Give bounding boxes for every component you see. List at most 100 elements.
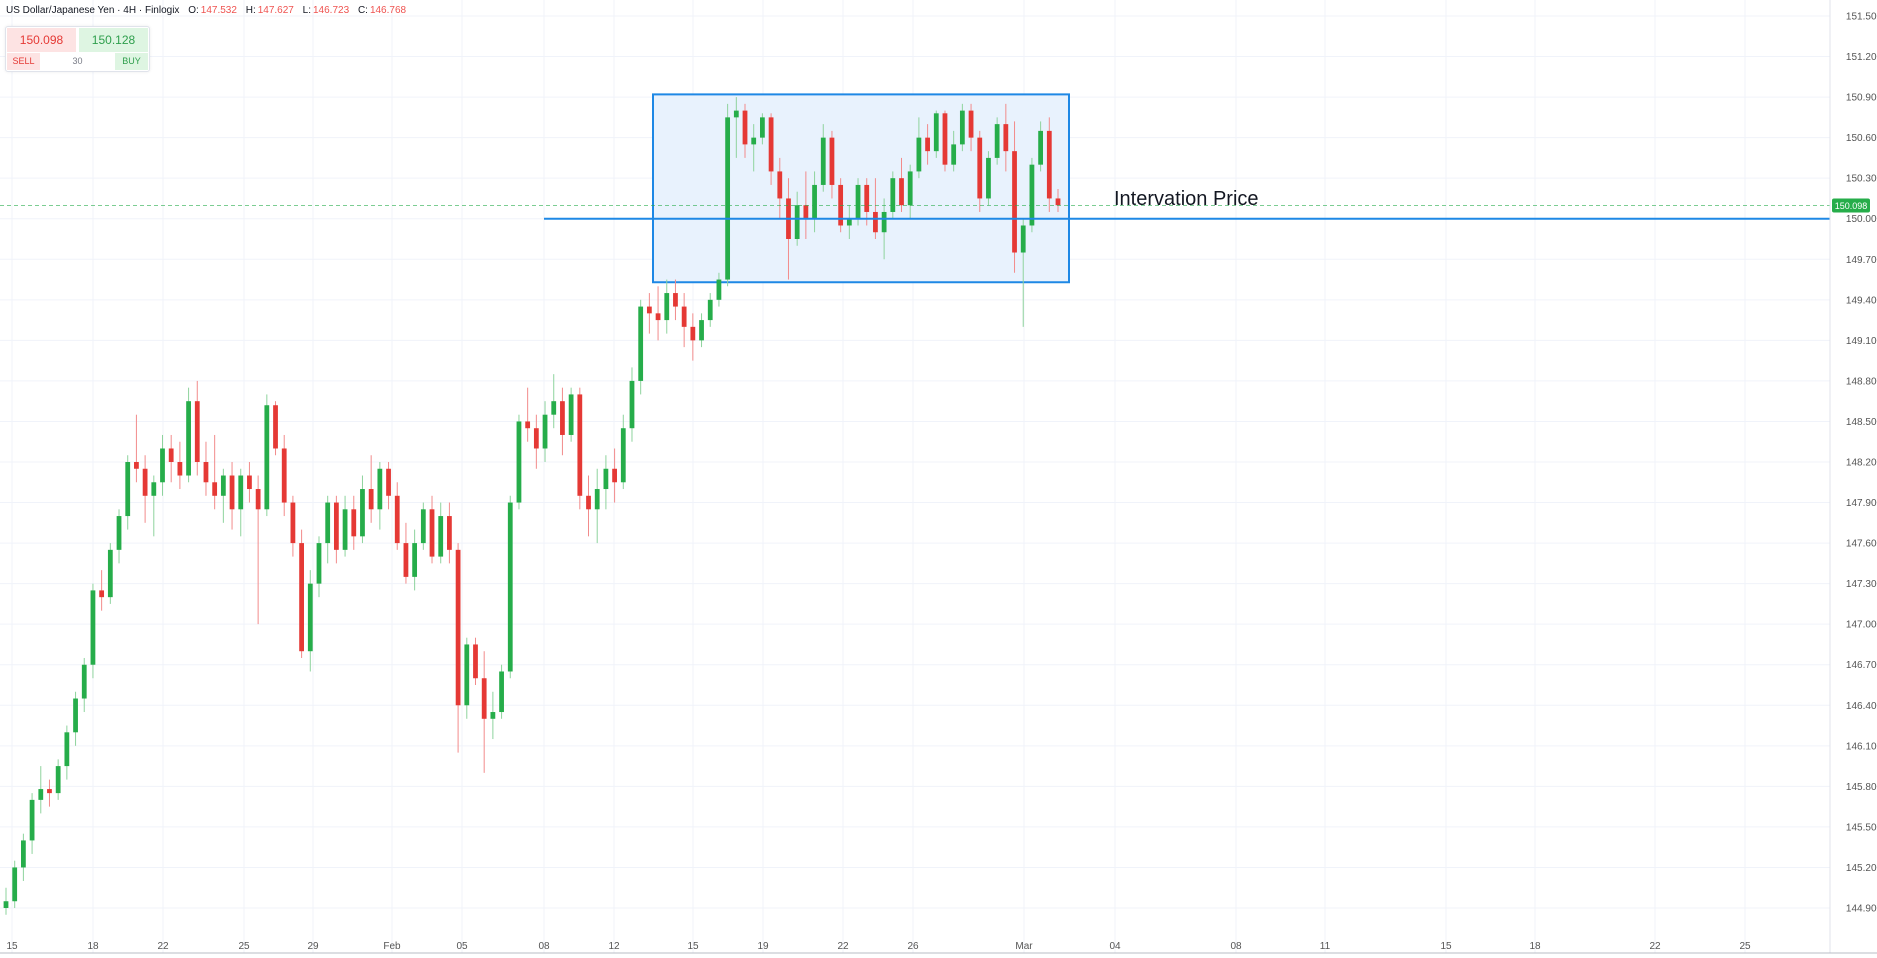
close-value: 146.768 xyxy=(369,5,407,16)
buy-button[interactable]: BUY xyxy=(115,53,148,70)
time-tick-label: 22 xyxy=(1649,941,1661,952)
candle-body xyxy=(333,502,339,550)
candle-body xyxy=(186,401,191,476)
last-price-tag-label: 150.098 xyxy=(1835,201,1868,211)
candle-body xyxy=(742,110,748,145)
candle-body xyxy=(20,840,26,868)
time-axis[interactable]: 15 18 22 25 29 Feb 05 08 12 15 19 22 26 Mar 04 08 11 15 18… xyxy=(0,941,1877,954)
trade-panel: 150.098 150.128 SELL BUY xyxy=(5,26,150,72)
candle-body xyxy=(438,516,444,557)
candle-body xyxy=(725,117,731,280)
candle-body xyxy=(690,326,696,341)
candle-body xyxy=(29,799,35,841)
time-tick-label: 15 xyxy=(1440,941,1452,952)
time-tick-label: 08 xyxy=(1230,941,1242,952)
price-tick-label: 146.400 xyxy=(1846,701,1877,712)
price-tick-label: 149.100 xyxy=(1846,336,1877,347)
time-tick-label: 04 xyxy=(1109,941,1121,952)
price-tick-label: 146.100 xyxy=(1846,741,1877,752)
candle-body xyxy=(160,448,165,483)
time-tick-label: 22 xyxy=(157,941,169,952)
candle-body xyxy=(1038,130,1044,165)
candle-body xyxy=(490,712,496,719)
candle-body xyxy=(464,644,470,706)
candle-body xyxy=(629,380,635,429)
candle-body xyxy=(212,482,218,496)
time-tick-label: 19 xyxy=(757,941,769,952)
candle-body xyxy=(794,205,800,239)
candle-body xyxy=(3,901,9,908)
time-tick-label: 12 xyxy=(608,941,620,952)
candle-body xyxy=(646,306,652,314)
price-tick-label: 150.300 xyxy=(1846,174,1877,185)
candle-body xyxy=(142,468,148,496)
candle-body xyxy=(507,502,513,672)
time-tick-label: 15 xyxy=(687,941,699,952)
sell-button[interactable]: SELL xyxy=(7,53,40,70)
last-price-tag xyxy=(1832,198,1870,213)
range-box xyxy=(652,93,1070,284)
price-tick-label: 151.500 xyxy=(1846,12,1877,23)
candle-body xyxy=(594,489,600,510)
price-tick-label: 147.000 xyxy=(1846,620,1877,631)
time-tick-label: 18 xyxy=(1529,941,1541,952)
candle-body xyxy=(751,137,757,145)
range-box-layer xyxy=(652,93,1070,284)
candle-body xyxy=(1003,124,1009,152)
candle-body xyxy=(412,543,418,577)
candle-body xyxy=(820,137,826,185)
candle-body xyxy=(525,421,531,429)
low-value: 146.723 xyxy=(313,5,350,16)
candle-body xyxy=(64,732,70,767)
candle-body xyxy=(586,495,591,510)
time-tick-label: 15 xyxy=(6,941,18,952)
price-tick-label: 145.800 xyxy=(1846,782,1877,793)
candle-body xyxy=(99,590,105,598)
candle-body xyxy=(638,306,644,381)
candle-body xyxy=(273,405,278,449)
candle-body xyxy=(864,184,870,212)
candle-body xyxy=(899,178,904,206)
price-axis[interactable]: 151.500 151.200 150.900 150.600 150.300 150.0… xyxy=(1829,0,1877,953)
intervention-price-annotation: Intervation Price xyxy=(1114,188,1259,210)
candle-body xyxy=(516,421,522,503)
candle-body xyxy=(733,110,739,118)
candle-body xyxy=(342,509,348,550)
candle-body xyxy=(394,495,400,544)
candle-body xyxy=(1055,198,1061,206)
price-tick-label: 145.500 xyxy=(1846,822,1877,833)
price-tick-label: 146.700 xyxy=(1846,660,1877,671)
candle-body xyxy=(203,462,209,483)
time-tick-label: 25 xyxy=(1739,941,1751,952)
candle-body xyxy=(542,414,548,449)
candle-body xyxy=(420,509,426,544)
time-tick-label: 05 xyxy=(456,941,468,952)
candle-body xyxy=(664,293,670,321)
candle-body xyxy=(603,468,609,490)
candle-body xyxy=(681,306,687,327)
sell-price-button[interactable]: 150.098 xyxy=(7,28,76,52)
candle-body xyxy=(290,502,296,544)
time-tick-label: 25 xyxy=(238,941,250,952)
price-tick-label: 148.500 xyxy=(1846,417,1877,428)
candle-body xyxy=(107,549,113,598)
price-tick-label: 149.700 xyxy=(1846,255,1877,266)
candle-body xyxy=(299,543,304,652)
candle-body xyxy=(12,867,18,902)
buy-price-button[interactable]: 150.128 xyxy=(79,28,148,52)
candle-body xyxy=(855,184,861,219)
close-label: C: xyxy=(357,5,368,16)
candle-body xyxy=(194,401,200,462)
time-tick-label: 08 xyxy=(538,941,550,952)
candle-body xyxy=(620,428,626,483)
quantity-input[interactable] xyxy=(41,53,114,69)
candle-body xyxy=(134,462,139,469)
symbol-title: US Dollar/Japanese Yen · 4H · Finlogix xyxy=(6,5,180,16)
candle-body xyxy=(890,178,896,212)
candle-body xyxy=(81,664,87,699)
price-tick-label: 148.200 xyxy=(1846,458,1877,469)
price-tick-label: 145.200 xyxy=(1846,863,1877,874)
price-tick-label: 151.200 xyxy=(1846,52,1877,63)
candle-body xyxy=(360,489,365,537)
